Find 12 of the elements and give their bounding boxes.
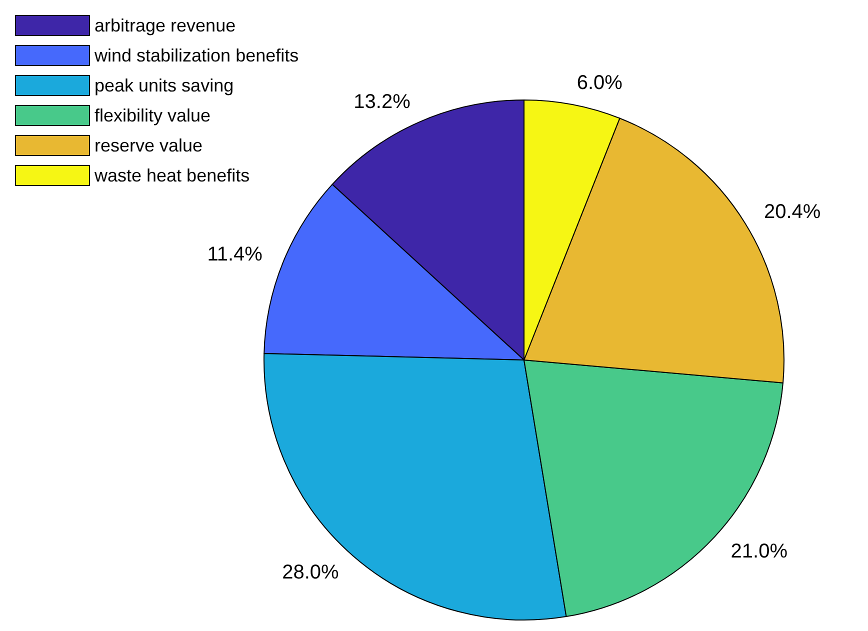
legend-label: arbitrage revenue (94, 16, 236, 36)
data-label: 11.4% (207, 244, 263, 266)
legend-label: wind stabilization benefits (94, 46, 299, 66)
data-label: 13.2% (354, 90, 411, 113)
legend-label: peak units saving (94, 76, 234, 96)
legend-label: flexibility value (94, 106, 211, 126)
legend-label: reserve value (94, 136, 203, 156)
data-label: 28.0% (282, 562, 340, 584)
legend-label: waste heat benefits (94, 166, 250, 186)
data-label: 20.4% (764, 200, 821, 223)
data-label: 6.0% (576, 72, 623, 94)
data-label: 21.0% (730, 540, 788, 563)
